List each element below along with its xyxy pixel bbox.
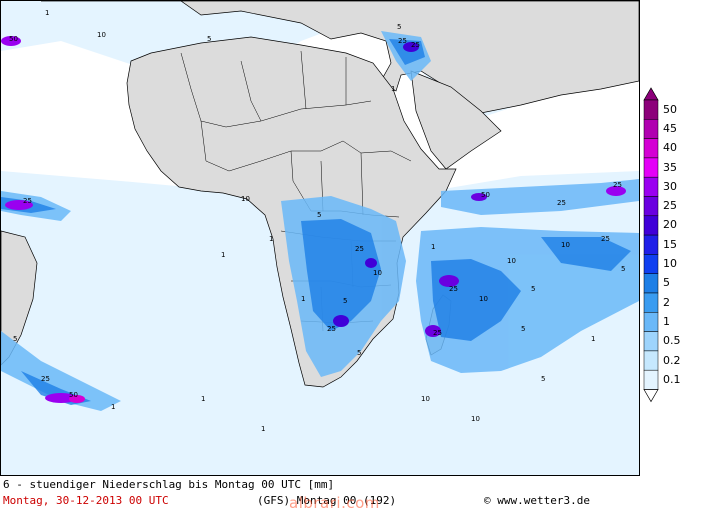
contour-label: 5 [531, 285, 535, 293]
contour-label: 5 [521, 325, 525, 333]
legend-level-label: 40 [663, 141, 677, 155]
contour-label: 25 [433, 329, 442, 337]
watermark-text: albrari.com [289, 494, 380, 512]
legend-swatch [643, 176, 659, 197]
contour-label: 1 [431, 243, 435, 251]
contour-label: 25 [411, 41, 420, 49]
legend-level-label: 5 [663, 276, 670, 290]
contour-label: 50 [9, 35, 18, 43]
contour-label: 25 [398, 37, 407, 45]
legend-swatch [643, 138, 659, 159]
contour-label: 10 [421, 395, 430, 403]
contour-label: 1 [221, 251, 225, 259]
copyright-link[interactable]: © www.wetter3.de [484, 494, 590, 507]
legend-level-label: 50 [663, 102, 677, 116]
legend-level-label: 20 [663, 218, 677, 232]
contour-label: 10 [97, 31, 106, 39]
contour-label: 25 [449, 285, 458, 293]
contour-label: 10 [241, 195, 250, 203]
contour-value-labels: 1 10 5 25 1 10 1 5 25 10 5 25 5 1 1 25 10 10 5 10 25 5 50 25 25 2… [9, 9, 625, 433]
europe-asia-land [41, 1, 639, 114]
precipitation-map[interactable]: 1 10 5 25 1 10 1 5 25 10 5 25 5 1 1 25 10 10 5 10 25 5 50 25 25 2… [0, 0, 640, 476]
legend-level-label: 2 [663, 295, 670, 309]
legend-swatch [643, 292, 659, 313]
contour-label: 25 [23, 197, 32, 205]
legend-swatch [643, 196, 659, 217]
legend-swatch [643, 119, 659, 139]
legend-level-label: 1 [663, 314, 670, 328]
contour-label: 50 [481, 191, 490, 199]
contour-label: 1 [261, 425, 265, 433]
legend-level-label: 0.2 [663, 353, 681, 367]
legend-level-label: 0.1 [663, 372, 681, 386]
contour-label: 5 [317, 211, 321, 219]
legend-swatch [643, 215, 659, 236]
intense-precip-cells [1, 36, 626, 403]
contour-label: 10 [561, 241, 570, 249]
contour-label: 5 [13, 335, 17, 343]
contour-label: 25 [601, 235, 610, 243]
contour-label: 1 [201, 395, 205, 403]
legend-swatch [643, 254, 659, 274]
contour-label: 10 [373, 269, 382, 277]
contour-label: 5 [343, 297, 347, 305]
contour-label: 1 [269, 235, 273, 243]
legend-colorbar [643, 87, 659, 403]
contour-label: 10 [471, 415, 480, 423]
contour-label: 25 [613, 181, 622, 189]
legend-level-label: 35 [663, 160, 677, 174]
contour-label: 10 [479, 295, 488, 303]
contour-label: 5 [397, 23, 401, 31]
contour-label: 25 [41, 375, 50, 383]
contour-label: 1 [391, 85, 395, 93]
contour-label: 5 [621, 265, 625, 273]
contour-label: 50 [69, 391, 78, 399]
contour-label: 5 [357, 349, 361, 357]
contour-label: 10 [507, 257, 516, 265]
legend-swatch [643, 312, 659, 332]
contour-label: 25 [355, 245, 364, 253]
legend-swatch [643, 331, 659, 352]
legend-arrow-bottom [643, 389, 659, 403]
legend-level-label: 45 [663, 121, 677, 135]
legend-swatch [643, 350, 659, 371]
map-caption: 6 - stuendiger Niederschlag bis Montag 0… [3, 477, 639, 509]
legend-swatch [643, 369, 659, 390]
legend-arrow-top [643, 87, 659, 101]
caption-title: 6 - stuendiger Niederschlag bis Montag 0… [3, 478, 335, 491]
precipitation-legend: 50 45 40 35 30 25 20 15 10 5 2 1 0.5 0.2 0.1 [640, 86, 704, 403]
legend-level-label: 15 [663, 237, 677, 251]
contour-label: 5 [207, 35, 211, 43]
caption-model-run: (GFS) Montag 00 (192) [257, 494, 397, 507]
contour-label: 1 [301, 295, 305, 303]
legend-swatch [643, 99, 659, 120]
legend-level-label: 30 [663, 179, 677, 193]
arabia-land [410, 70, 502, 170]
legend-level-label: 10 [663, 257, 677, 271]
contour-label: 1 [45, 9, 49, 17]
legend-swatch [643, 234, 659, 255]
legend-level-label: 0.5 [663, 334, 681, 348]
caption-date: Montag, 30-12-2013 00 UTC [3, 494, 169, 507]
contour-label: 25 [327, 325, 336, 333]
legend-swatch [643, 157, 659, 178]
legend-swatch [643, 273, 659, 294]
contour-label: 1 [111, 403, 115, 411]
legend-level-label: 25 [663, 199, 677, 213]
contour-label: 5 [541, 375, 545, 383]
map-canvas: 1 10 5 25 1 10 1 5 25 10 5 25 5 1 1 25 10 10 5 10 25 5 50 25 25 2… [1, 1, 639, 475]
contour-label: 1 [591, 335, 595, 343]
contour-label: 25 [557, 199, 566, 207]
